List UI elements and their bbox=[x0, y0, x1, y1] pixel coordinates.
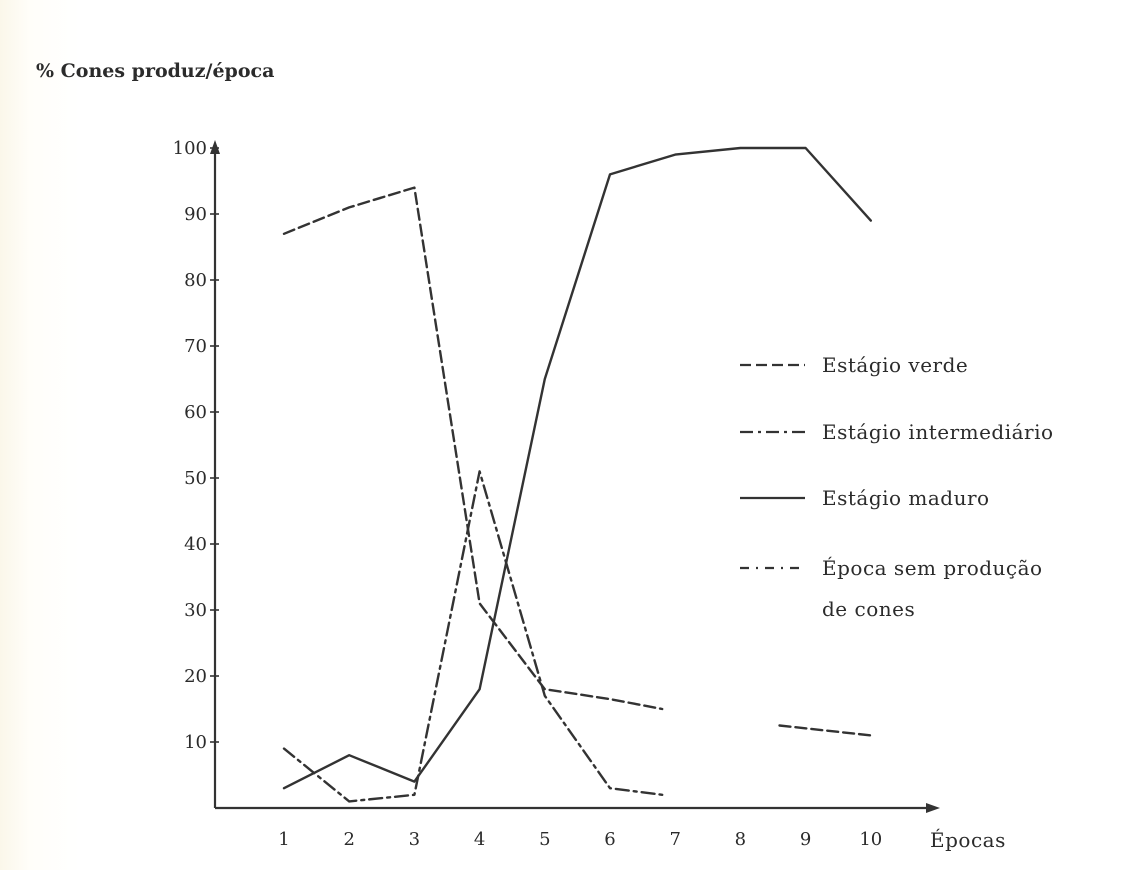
series-line-1 bbox=[282, 470, 664, 803]
x-tick-label: 2 bbox=[343, 829, 354, 850]
x-tick-label: 9 bbox=[800, 829, 811, 850]
y-tick-label: 10 bbox=[184, 732, 207, 753]
x-tick-label: 7 bbox=[669, 829, 680, 850]
x-tick-label: 5 bbox=[539, 829, 550, 850]
legend-label-3: de cones bbox=[822, 597, 915, 621]
y-tick-label: 90 bbox=[184, 204, 207, 225]
legend-label-0: Estágio verde bbox=[822, 353, 968, 377]
y-tick-label: 70 bbox=[184, 336, 207, 357]
series-line-0 bbox=[778, 724, 872, 737]
chart-title: % Cones produz/época bbox=[36, 60, 274, 82]
x-tick-label: 4 bbox=[474, 829, 485, 850]
y-tick-label: 50 bbox=[184, 468, 207, 489]
y-tick-label: 100 bbox=[173, 138, 207, 159]
y-axis-arrow bbox=[210, 140, 220, 154]
x-tick-label: 8 bbox=[735, 829, 746, 850]
series-lines bbox=[282, 146, 872, 803]
legend-label-3: Época sem produção bbox=[822, 556, 1043, 580]
y-tick-label: 30 bbox=[184, 600, 207, 621]
y-tick-label: 20 bbox=[184, 666, 207, 687]
y-tick-label: 80 bbox=[184, 270, 207, 291]
x-tick-label: 3 bbox=[409, 829, 420, 850]
legend: Estágio verde Estágio intermediário Estági… bbox=[740, 353, 1054, 621]
y-axis-ticks: 10 20 30 40 50 60 70 80 90 100 bbox=[173, 138, 219, 753]
series-line-0 bbox=[282, 186, 664, 711]
x-tick-label: 6 bbox=[604, 829, 615, 850]
x-tick-label: 1 bbox=[278, 829, 289, 850]
x-axis-arrow bbox=[926, 803, 940, 813]
series-line-2 bbox=[282, 146, 872, 790]
legend-label-2: Estágio maduro bbox=[822, 486, 990, 510]
y-tick-label: 60 bbox=[184, 402, 207, 423]
legend-label-1: Estágio intermediário bbox=[822, 420, 1054, 444]
x-tick-label: 10 bbox=[859, 829, 882, 850]
y-tick-label: 40 bbox=[184, 534, 207, 555]
x-axis-label: Épocas bbox=[930, 828, 1006, 852]
chart-axes bbox=[210, 140, 940, 813]
x-axis-ticks: 1 2 3 4 5 6 7 8 9 10 bbox=[278, 829, 882, 850]
